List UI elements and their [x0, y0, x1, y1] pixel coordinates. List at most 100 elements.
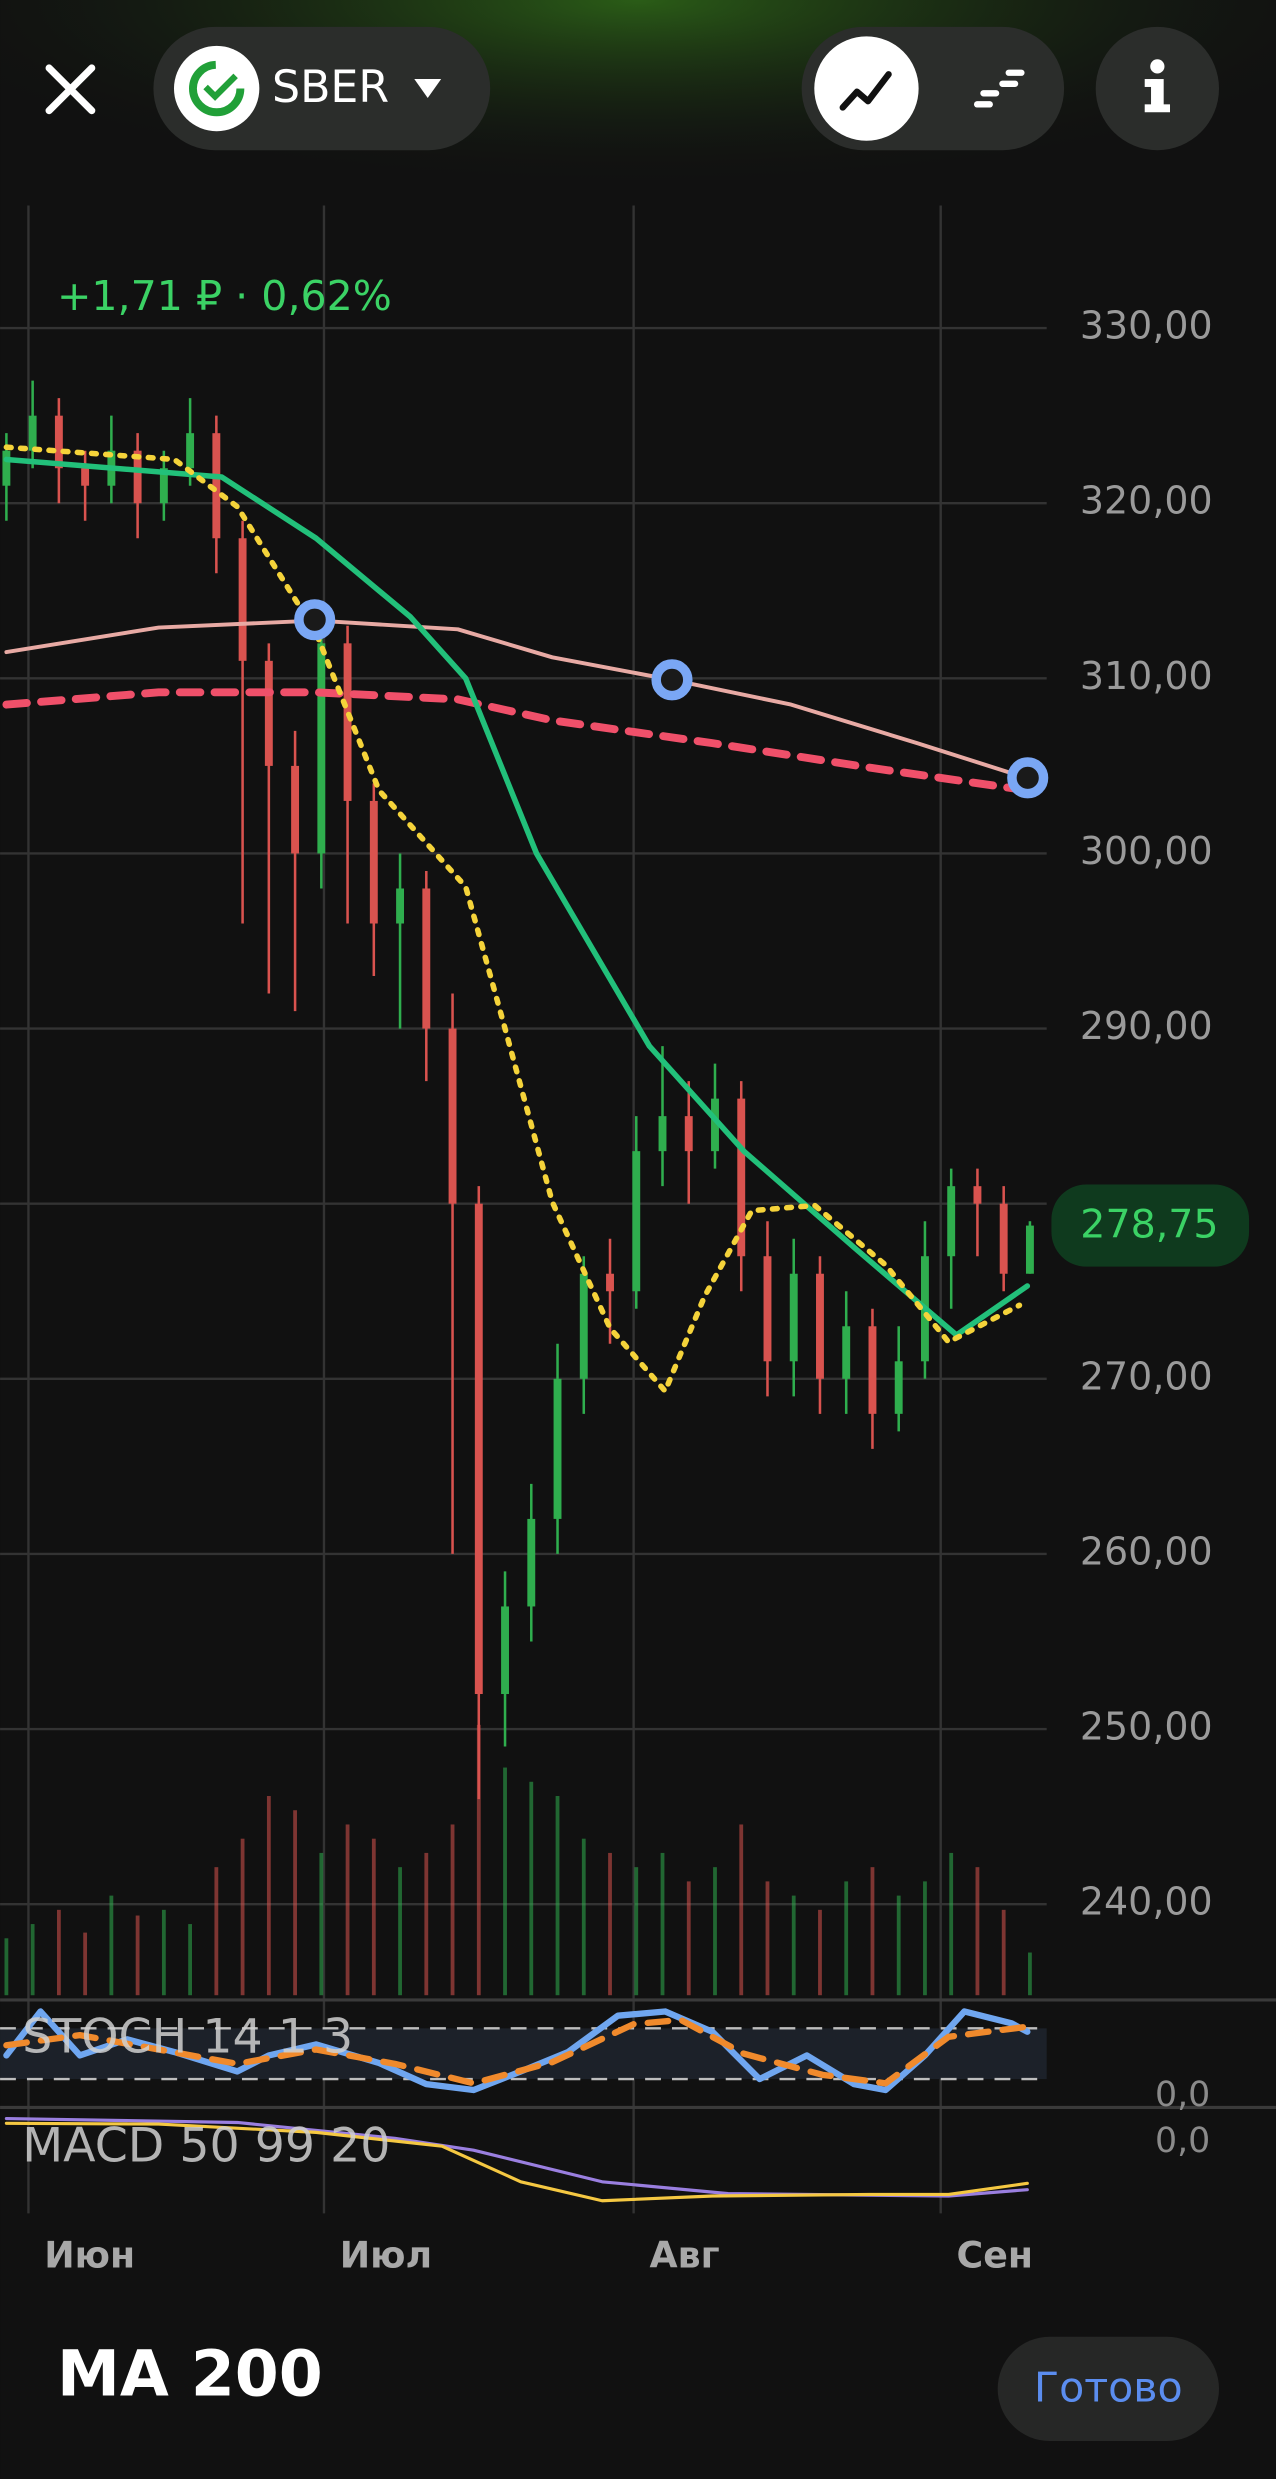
indicator-tick-label: 0,0 — [1155, 2075, 1210, 2115]
ma-handles — [294, 599, 1049, 799]
candle-body — [527, 1518, 536, 1607]
candle-body — [238, 538, 247, 661]
candle-body — [579, 1273, 588, 1379]
info-button[interactable] — [1095, 26, 1220, 151]
candle-body — [422, 888, 431, 1029]
candle-body — [291, 765, 300, 854]
volume-bar — [398, 1867, 402, 1996]
moving-average — [2, 688, 1032, 795]
candle-body — [133, 450, 142, 504]
volume-bar — [791, 1895, 796, 1996]
candle-body — [684, 1116, 693, 1152]
line-mode-button[interactable] — [814, 36, 919, 141]
volume-bar — [476, 1724, 481, 1996]
volume-bar — [634, 1867, 639, 1996]
candle-body — [606, 1273, 614, 1292]
volume-bar — [424, 1852, 429, 1996]
price-change: +1,71 ₽ · 0,62% — [57, 272, 392, 320]
candle-body — [264, 660, 273, 766]
volume-bar — [135, 1915, 140, 1996]
candle-body — [212, 433, 221, 539]
candle-body — [816, 1273, 824, 1379]
done-label: Готово — [1034, 2363, 1183, 2411]
candle-body — [973, 1186, 982, 1204]
volume-layer — [4, 1724, 1032, 1996]
volume-bar — [214, 1867, 219, 1996]
volume-bar — [4, 1938, 9, 1996]
candle-body — [737, 1098, 746, 1257]
volume-bar — [529, 1781, 534, 1996]
ticker-name: SBER — [272, 62, 389, 113]
chart-mode-toggle — [801, 26, 1065, 151]
volume-bar — [686, 1881, 691, 1996]
x-tick-label: Июл — [340, 2234, 432, 2277]
x-tick-label: Сен — [957, 2234, 1033, 2277]
volume-bar — [818, 1909, 822, 1996]
macd-line — [4, 2121, 1029, 2203]
x-tick-label: Июн — [44, 2234, 135, 2277]
candle-body — [1025, 1225, 1034, 1274]
y-tick-label: 260,00 — [1080, 1529, 1213, 1573]
candle-body — [81, 468, 90, 486]
info-icon — [1150, 59, 1165, 74]
volume-bar — [240, 1838, 245, 1996]
last-price-label: 278,75 — [1080, 1202, 1218, 1248]
volume-bar — [896, 1895, 901, 1996]
volume-bar — [56, 1909, 61, 1996]
done-button[interactable]: Готово — [997, 2336, 1220, 2442]
indicator-layer: 0,0 STOCH 14 1 3 0,0 MACD 50 99 20 — [0, 1998, 1276, 2203]
dropdown-arrow — [414, 79, 442, 99]
volume-bar — [1028, 1952, 1032, 1996]
candle-body — [763, 1256, 772, 1362]
volume-bar — [371, 1838, 376, 1996]
volume-bar — [870, 1867, 875, 1996]
volume-bar — [949, 1852, 954, 1996]
macd-label: MACD 50 99 20 — [22, 2119, 390, 2174]
y-tick-label: 240,00 — [1080, 1880, 1213, 1924]
candle-body — [711, 1098, 719, 1152]
candle-body — [396, 888, 405, 924]
volume-bar — [608, 1852, 612, 1996]
indicator-title: MA 200 — [57, 2336, 323, 2410]
info-icon — [1144, 104, 1171, 113]
volume-bar — [83, 1932, 88, 1996]
candle-body — [54, 415, 63, 469]
volume-bar — [975, 1867, 980, 1996]
volume-bar — [319, 1852, 324, 1996]
volume-bar — [266, 1796, 271, 1996]
indicator-tick-label: 0,0 — [1155, 2121, 1210, 2161]
ticker-logo-check — [203, 73, 238, 101]
candle-body — [658, 1116, 667, 1152]
volume-bar — [555, 1796, 560, 1996]
done-button-bg — [997, 2336, 1220, 2442]
candle-body — [186, 433, 195, 469]
volume-bar — [581, 1838, 586, 1996]
volume-bar — [844, 1881, 849, 1996]
ticker-selector[interactable]: SBER — [153, 26, 491, 151]
label-layer: 330,00320,00310,00300,00290,00280,00270,… — [44, 304, 1250, 2277]
candle-body — [159, 468, 168, 504]
candle-body — [369, 800, 378, 924]
y-tick-label: 290,00 — [1080, 1004, 1213, 1048]
volume-bar — [503, 1767, 507, 1996]
volume-bar — [739, 1824, 744, 1996]
toggle-active — [814, 36, 919, 141]
ticker-logo-ring — [188, 60, 245, 117]
volume-bar — [30, 1924, 35, 1996]
candle-body — [999, 1203, 1008, 1274]
candle-body — [28, 415, 37, 451]
ticker-logo — [173, 45, 260, 132]
ma-handle[interactable] — [294, 599, 336, 641]
candle-mode-button[interactable] — [973, 69, 1025, 108]
close-button[interactable] — [45, 64, 96, 115]
ma-handle[interactable] — [651, 659, 693, 701]
volume-bar — [161, 1909, 166, 1996]
volume-bar — [660, 1852, 665, 1996]
volume-bar — [923, 1881, 927, 1996]
candle-body — [894, 1361, 903, 1414]
ma-handle[interactable] — [1007, 757, 1049, 799]
candle-body — [842, 1326, 851, 1379]
candle-layer — [2, 380, 1034, 1800]
volume-bar — [293, 1810, 297, 1996]
